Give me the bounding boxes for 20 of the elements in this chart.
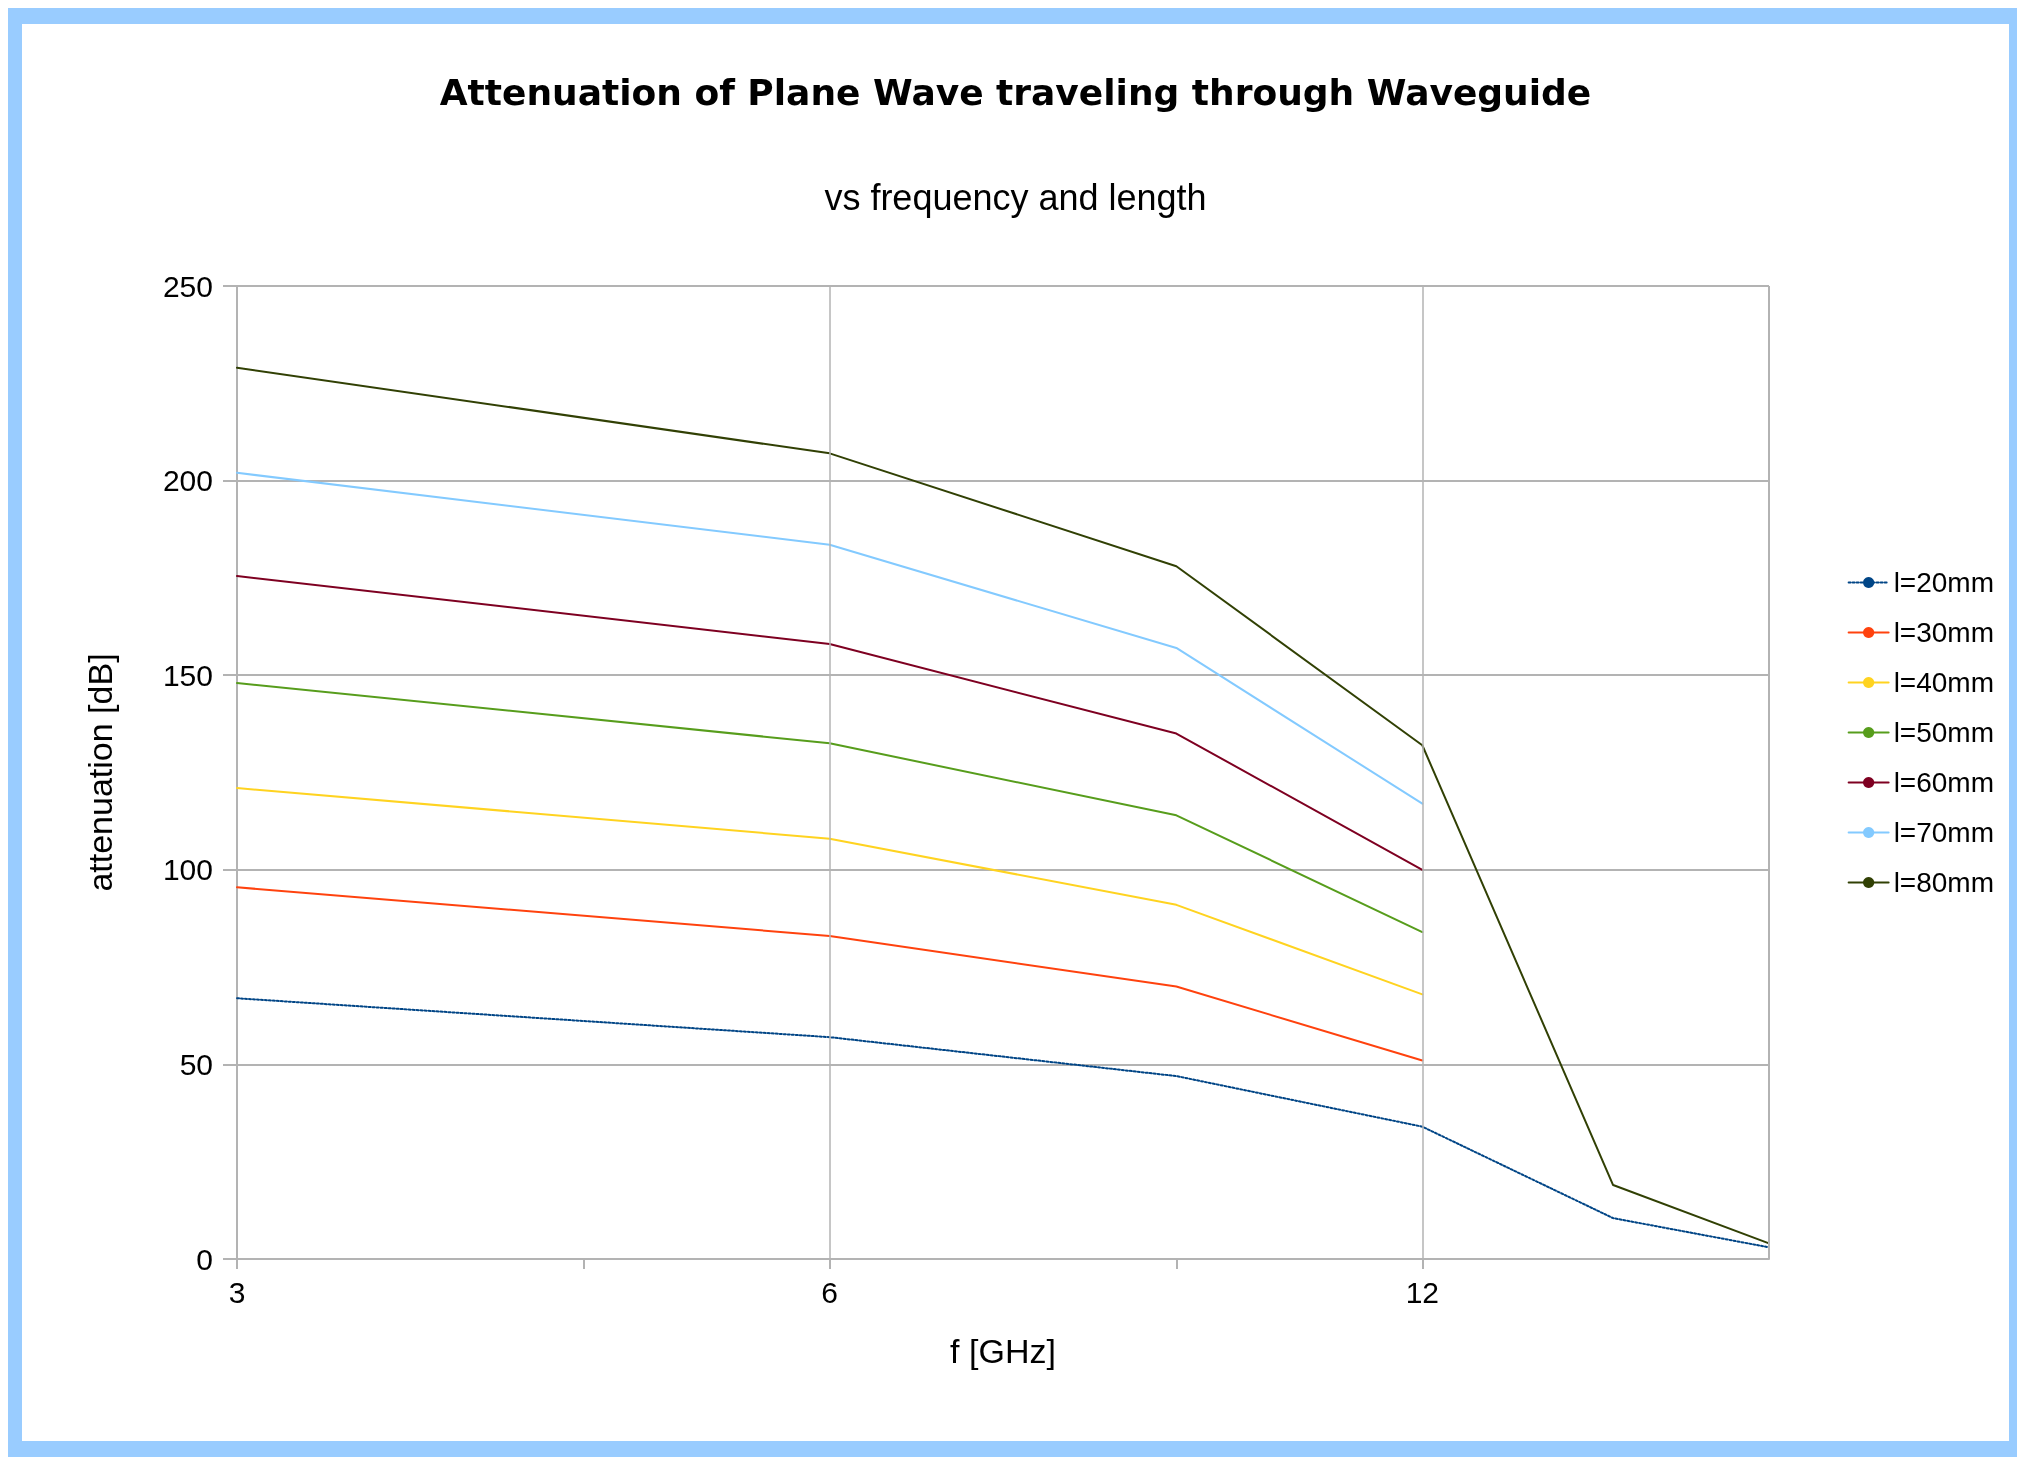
chart-subtitle: vs frequency and length <box>824 176 1207 218</box>
y-axis-title: attenuation [dB] <box>81 653 119 892</box>
y-tick-label: 200 <box>162 464 213 498</box>
y-tick-label: 100 <box>162 853 213 887</box>
legend-label: l=50mm <box>1893 717 1995 748</box>
chart-title: Attenuation of Plane Wave traveling through Waveguide <box>439 71 1592 113</box>
y-tick-label: 50 <box>179 1047 213 1081</box>
x-axis-title: f [GHz] <box>950 1332 1056 1370</box>
legend-label: l=70mm <box>1893 817 1995 848</box>
x-tick-label: 6 <box>821 1275 838 1309</box>
x-tick-label: 3 <box>228 1275 246 1309</box>
legend-label: l=40mm <box>1893 667 1995 698</box>
y-tick-label: 0 <box>196 1242 213 1276</box>
x-tick-label: 12 <box>1405 1275 1439 1309</box>
legend-label: l=30mm <box>1893 617 1995 648</box>
y-tick-label: 150 <box>162 658 213 692</box>
legend-label: l=60mm <box>1893 767 1995 798</box>
legend-label: l=80mm <box>1893 867 1995 898</box>
legend-label: l=20mm <box>1893 567 1995 598</box>
y-tick-label: 250 <box>162 269 213 303</box>
